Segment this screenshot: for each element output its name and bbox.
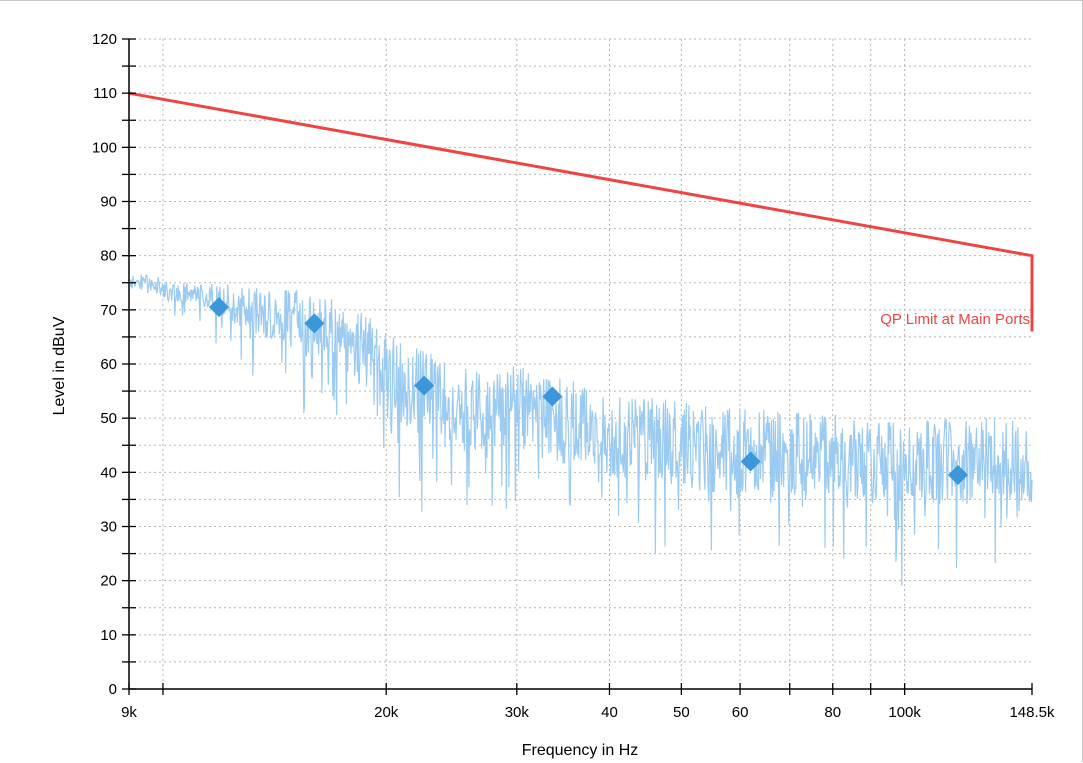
x-tick-label: 30k	[505, 704, 530, 721]
y-tick-label: 100	[92, 139, 117, 156]
grid	[129, 38, 1032, 689]
axes: 0 10 20 30 40 50 60 70 80 90 100 110 120 9k 20k 30k 40 50…	[92, 31, 1055, 721]
y-tick-label: 90	[100, 194, 117, 211]
qp-marker-point	[414, 375, 435, 396]
y-tick-label: 40	[100, 464, 117, 481]
limit-annotation: QP Limit at Main Ports	[880, 311, 1030, 328]
x-tick-label: 60	[732, 704, 749, 721]
qp-marker-point	[740, 451, 761, 472]
y-tick-label: 50	[100, 410, 117, 427]
y-tick-label: 0	[109, 681, 117, 698]
x-tick-label: 148.5k	[1009, 704, 1055, 721]
qp-marker-point	[947, 465, 968, 486]
x-axis-title: Frequency in Hz	[522, 742, 639, 759]
spectrum-trace	[128, 273, 1033, 586]
y-tick-label: 110	[93, 85, 117, 102]
y-tick-label: 120	[92, 31, 117, 48]
y-tick-label: 20	[100, 573, 117, 590]
x-tick-label: 80	[824, 704, 841, 721]
y-tick-label: 80	[100, 248, 117, 265]
x-tick-label: 9k	[121, 704, 137, 721]
y-tick-label: 10	[100, 627, 117, 644]
y-tick-label: 70	[100, 302, 117, 319]
y-tick-label: 60	[100, 356, 117, 373]
qp-limit-line	[128, 91, 1034, 332]
qp-marker-point	[542, 386, 563, 407]
x-tick-label: 40	[601, 704, 618, 721]
x-tick-label: 100k	[888, 704, 921, 721]
series-layer: QP Limit at Main Ports	[128, 91, 1034, 586]
y-tick-label: 30	[100, 519, 117, 536]
qp-marker-point	[208, 297, 229, 318]
x-tick-label: 50	[673, 704, 690, 721]
qp-marker-point	[304, 313, 325, 334]
y-axis-title: Level in dBuV	[51, 316, 68, 415]
x-tick-label: 20k	[374, 704, 399, 721]
